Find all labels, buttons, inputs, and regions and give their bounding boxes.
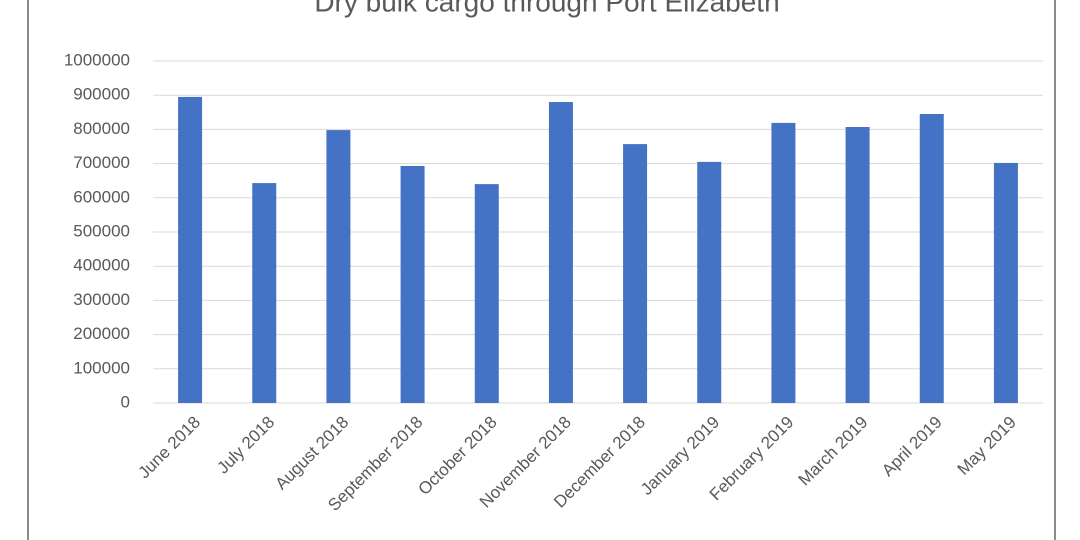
y-tick-label: 1000000 (64, 50, 130, 69)
bar (697, 161, 722, 403)
y-tick-label: 300000 (73, 290, 130, 309)
x-tick-label: June 2018 (134, 413, 204, 483)
y-tick-label: 600000 (73, 187, 130, 206)
chart-frame (27, 0, 1056, 540)
bar (548, 102, 573, 403)
bar (623, 144, 648, 403)
bar (845, 127, 870, 404)
y-tick-label: 100000 (73, 358, 130, 377)
y-tick-label: 800000 (73, 119, 130, 138)
x-tick-label: March 2019 (795, 413, 872, 490)
y-tick-label: 200000 (73, 324, 130, 343)
x-tick-label: April 2019 (878, 413, 946, 481)
bar (400, 165, 425, 403)
bar (993, 162, 1018, 403)
y-tick-label: 700000 (73, 153, 130, 172)
y-tick-label: 400000 (73, 256, 130, 275)
bar (326, 130, 351, 404)
x-tick-label: July 2018 (213, 413, 278, 478)
y-tick-label: 500000 (73, 221, 130, 240)
bar (252, 183, 277, 403)
bar (178, 96, 203, 403)
y-tick-label: 900000 (73, 85, 130, 104)
bar (771, 122, 796, 403)
x-tick-label: August 2018 (271, 413, 352, 494)
bar (919, 114, 944, 403)
y-tick-label: 0 (121, 392, 130, 411)
x-tick-label: May 2019 (954, 413, 1020, 479)
chart-title: Dry bulk cargo through Port Elizabeth (314, 0, 779, 17)
bar (474, 184, 499, 403)
